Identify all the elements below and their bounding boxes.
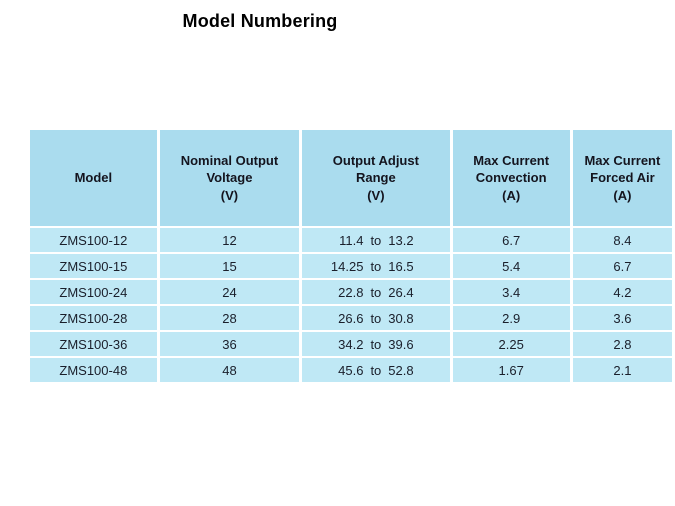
range-separator: to xyxy=(370,362,382,378)
adjust-min: 22.8 xyxy=(338,284,364,300)
adjust-min: 14.25 xyxy=(330,258,364,274)
adjust-max: 26.4 xyxy=(388,284,414,300)
cell-adjust-range: 26.6 to 30.8 xyxy=(302,306,450,330)
model-numbering-table: Model Nominal Output Voltage (V) Output … xyxy=(27,128,675,384)
range-separator: to xyxy=(370,232,382,248)
range-separator: to xyxy=(370,284,382,300)
cell-adjust-range: 45.6 to 52.8 xyxy=(302,358,450,382)
cell-model: ZMS100-15 xyxy=(30,254,157,278)
table-header-row: Model Nominal Output Voltage (V) Output … xyxy=(30,130,672,226)
adjust-min: 26.6 xyxy=(338,310,364,326)
cell-model: ZMS100-36 xyxy=(30,332,157,356)
cell-max-current-convection: 6.7 xyxy=(452,228,570,252)
adjust-min: 34.2 xyxy=(338,336,364,352)
table-row: ZMS100-24 24 22.8 to 26.4 3.4 4.2 xyxy=(30,280,672,304)
cell-max-current-forced-air: 8.4 xyxy=(572,228,672,252)
col-header-max-current-convection: Max Current Convection (A) xyxy=(452,130,570,226)
table-row: ZMS100-48 48 45.6 to 52.8 1.67 2.1 xyxy=(30,358,672,382)
cell-nominal-voltage: 48 xyxy=(159,358,300,382)
col-header-output-adjust-range: Output Adjust Range (V) xyxy=(302,130,450,226)
adjust-max: 16.5 xyxy=(388,258,414,274)
table-row: ZMS100-28 28 26.6 to 30.8 2.9 3.6 xyxy=(30,306,672,330)
col-header-nominal-voltage: Nominal Output Voltage (V) xyxy=(159,130,300,226)
cell-max-current-forced-air: 4.2 xyxy=(572,280,672,304)
cell-max-current-convection: 1.67 xyxy=(452,358,570,382)
adjust-max: 30.8 xyxy=(388,310,414,326)
col-header-max-current-forced-air: Max Current Forced Air (A) xyxy=(572,130,672,226)
table-row: ZMS100-15 15 14.25 to 16.5 5.4 6.7 xyxy=(30,254,672,278)
cell-adjust-range: 11.4 to 13.2 xyxy=(302,228,450,252)
cell-model: ZMS100-28 xyxy=(30,306,157,330)
cell-model: ZMS100-12 xyxy=(30,228,157,252)
table-row: ZMS100-12 12 11.4 to 13.2 6.7 8.4 xyxy=(30,228,672,252)
table-row: ZMS100-36 36 34.2 to 39.6 2.25 2.8 xyxy=(30,332,672,356)
cell-max-current-convection: 2.9 xyxy=(452,306,570,330)
cell-max-current-forced-air: 2.8 xyxy=(572,332,672,356)
cell-nominal-voltage: 24 xyxy=(159,280,300,304)
cell-nominal-voltage: 28 xyxy=(159,306,300,330)
cell-nominal-voltage: 12 xyxy=(159,228,300,252)
adjust-min: 45.6 xyxy=(338,362,364,378)
range-separator: to xyxy=(370,336,382,352)
adjust-min: 11.4 xyxy=(339,232,364,248)
cell-model: ZMS100-48 xyxy=(30,358,157,382)
cell-adjust-range: 14.25 to 16.5 xyxy=(302,254,450,278)
adjust-max: 52.8 xyxy=(388,362,414,378)
adjust-max: 13.2 xyxy=(388,232,414,248)
range-separator: to xyxy=(370,310,382,326)
col-header-model: Model xyxy=(30,130,157,226)
cell-max-current-forced-air: 3.6 xyxy=(572,306,672,330)
cell-max-current-convection: 5.4 xyxy=(452,254,570,278)
cell-max-current-convection: 3.4 xyxy=(452,280,570,304)
cell-nominal-voltage: 15 xyxy=(159,254,300,278)
cell-model: ZMS100-24 xyxy=(30,280,157,304)
cell-max-current-convection: 2.25 xyxy=(452,332,570,356)
adjust-max: 39.6 xyxy=(388,336,414,352)
cell-adjust-range: 22.8 to 26.4 xyxy=(302,280,450,304)
page-title: Model Numbering xyxy=(182,11,338,31)
cell-max-current-forced-air: 2.1 xyxy=(572,358,672,382)
cell-max-current-forced-air: 6.7 xyxy=(572,254,672,278)
cell-nominal-voltage: 36 xyxy=(159,332,300,356)
range-separator: to xyxy=(370,258,382,274)
cell-adjust-range: 34.2 to 39.6 xyxy=(302,332,450,356)
